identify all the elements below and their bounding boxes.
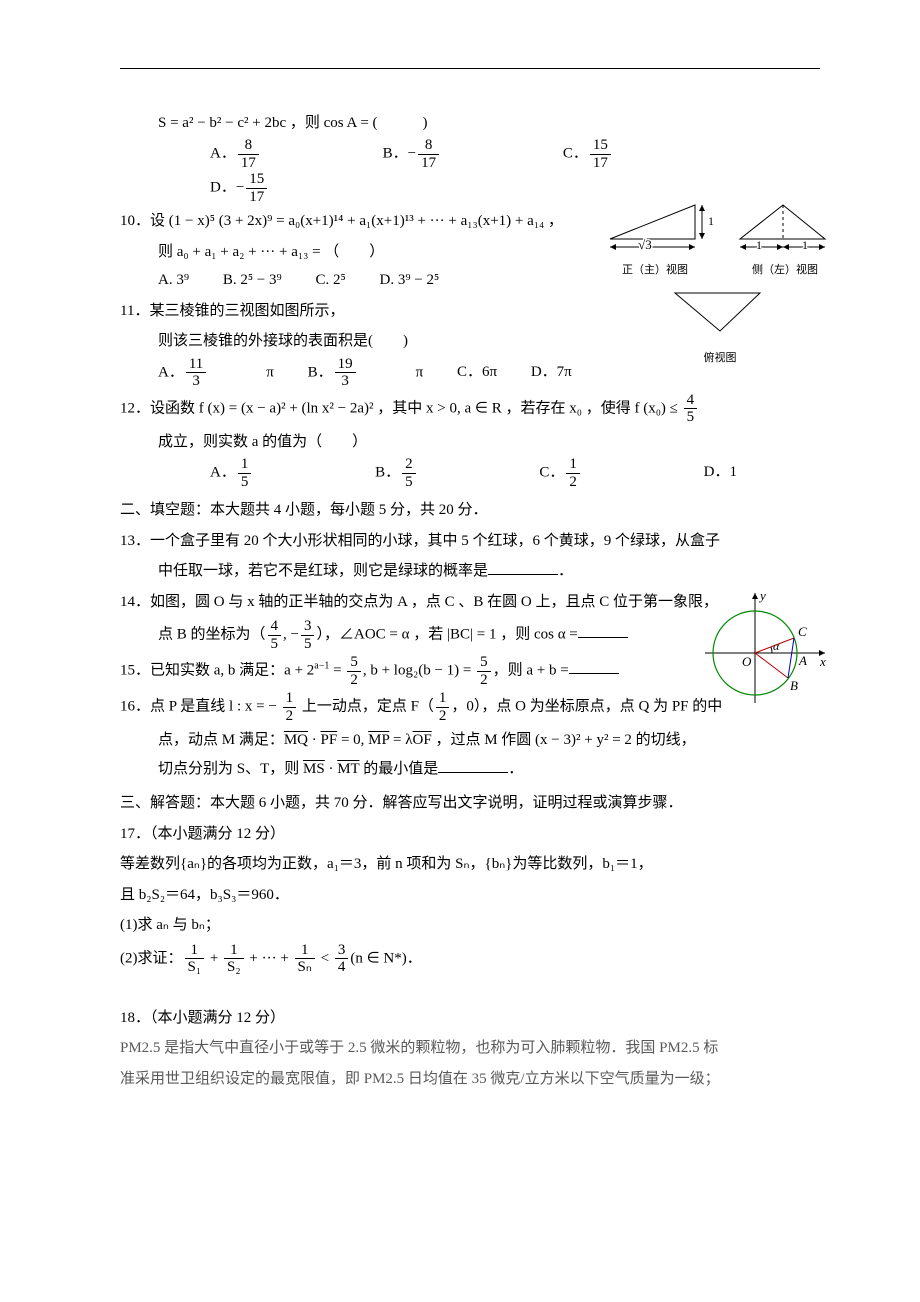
svg-text:A: A [798,653,807,668]
q12-opt-a: A．15 [210,456,331,490]
q13-line1: 13．一个盒子里有 20 个大小形状相同的小球，其中 5 个红球，6 个黄球，9… [120,527,820,556]
q14-blank [578,622,628,638]
svg-text:1: 1 [708,214,714,228]
q11-opt-d: D．7π [531,358,572,387]
q9-opt-a: A．817 [210,137,339,171]
q16-blank [438,757,508,773]
svg-text:C: C [798,624,807,639]
opt-label: D．− [210,179,244,195]
q13-blank [488,559,558,575]
q10-opt-b: B. 2⁵ − 3⁹ [223,266,282,295]
q11-opt-b: B．193π [308,356,424,390]
q9-opt-c: C．1517 [563,137,691,171]
side-view: 1 1 侧（左）视图 [725,197,845,281]
section-3-head: 三、解答题：本大题 6 小题，共 70 分．解答应写出文字说明，证明过程或演算步… [120,789,820,818]
side-view-svg: 1 1 [725,197,845,252]
q9-opt-d: D．−1517 [210,171,347,205]
q10-opt-c: C. 2⁵ [316,266,346,295]
q12-options: A．15 B．25 C．12 D．1 [120,456,820,490]
q9-opt-b: B．−817 [383,137,519,171]
q15-blank [569,658,619,674]
q17-p1: (1)求 aₙ 与 bₙ； [120,911,820,940]
opt-label: C． [563,145,588,161]
q17-l1: 等差数列{aₙ}的各项均为正数，a₁＝3，前 n 项和为 Sₙ，{bₙ}为等比数… [120,850,820,879]
svg-text:1: 1 [756,238,762,252]
q9-stem: S = a² − b² − c² + 2bc ，则 cos A = ( ) [120,109,820,138]
front-view-svg: √3 1 [595,197,715,252]
svg-text:1: 1 [802,238,808,252]
q12-opt-d: D．1 [704,458,737,487]
q16-line3: 切点分别为 S、T，则 MS · MT 的最小值是． [120,755,820,784]
opt-label: B．− [383,145,416,161]
q11-opt-a: A．113π [158,356,274,390]
q17-l2: 且 b₂S₂＝64，b₃S₃＝960． [120,881,820,910]
q13-line2: 中任取一球，若它不是红球，则它是绿球的概率是． [120,557,820,586]
section-2-head: 二、填空题：本大题共 4 小题，每小题 5 分，共 20 分． [120,496,820,525]
q11-opt-c: C．6π [457,358,497,387]
q12-opt-b: B．25 [375,456,496,490]
q10-opt-d: D. 3⁹ − 2⁵ [379,266,439,295]
q11-line2: 则该三棱锥的外接球的表面积是( ) [120,327,820,356]
q12-line2: 成立，则实数 a 的值为（ ） [120,428,820,457]
page-root: S = a² − b² − c² + 2bc ，则 cos A = ( ) A．… [0,0,920,1155]
q11-line1: 11．某三棱锥的三视图如图所示， [120,297,820,326]
svg-text:α: α [773,639,780,653]
q16-line2: 点，动点 M 满足：MQ · PF = 0, MP = λOF ，过点 M 作圆… [120,726,820,755]
side-view-label: 侧（左）视图 [725,260,845,281]
q12-line1: 12．设函数 f (x) = (x − a)² + (ln x² − 2a)² … [120,392,820,426]
front-view: √3 1 正（主）视图 [595,197,715,281]
q14-circle-figure: y x O A C B α [700,588,830,719]
svg-text:O: O [742,654,752,669]
svg-text:B: B [790,678,798,693]
q9-options: A．817 B．−817 C．1517 D．−1517 [120,137,820,205]
q17-head: 17．（本小题满分 12 分） [120,820,820,849]
q18-l2: 准采用世卫组织设定的最宽限值，即 PM2.5 日均值在 35 微克/立方米以下空… [120,1065,820,1094]
svg-text:√3: √3 [638,237,652,252]
q12-opt-c: C．12 [539,456,660,490]
q18-l1: PM2.5 是指大气中直径小于或等于 2.5 微米的颗粒物，也称为可入肺颗粒物．… [120,1034,820,1063]
q18-head: 18．（本小题满分 12 分） [120,1004,820,1033]
svg-text:y: y [758,588,766,603]
q17-p2: (2)求证：1S₁ + 1S₂ + ··· + 1Sₙ < 34(n ∈ N*)… [120,942,820,976]
top-rule [120,68,820,69]
front-view-label: 正（主）视图 [595,260,715,281]
opt-label: A． [210,145,236,161]
svg-text:x: x [819,654,826,669]
q10-opt-a: A. 3⁹ [158,266,189,295]
q11-options: A．113π B．193π C．6π D．7π [120,356,820,390]
